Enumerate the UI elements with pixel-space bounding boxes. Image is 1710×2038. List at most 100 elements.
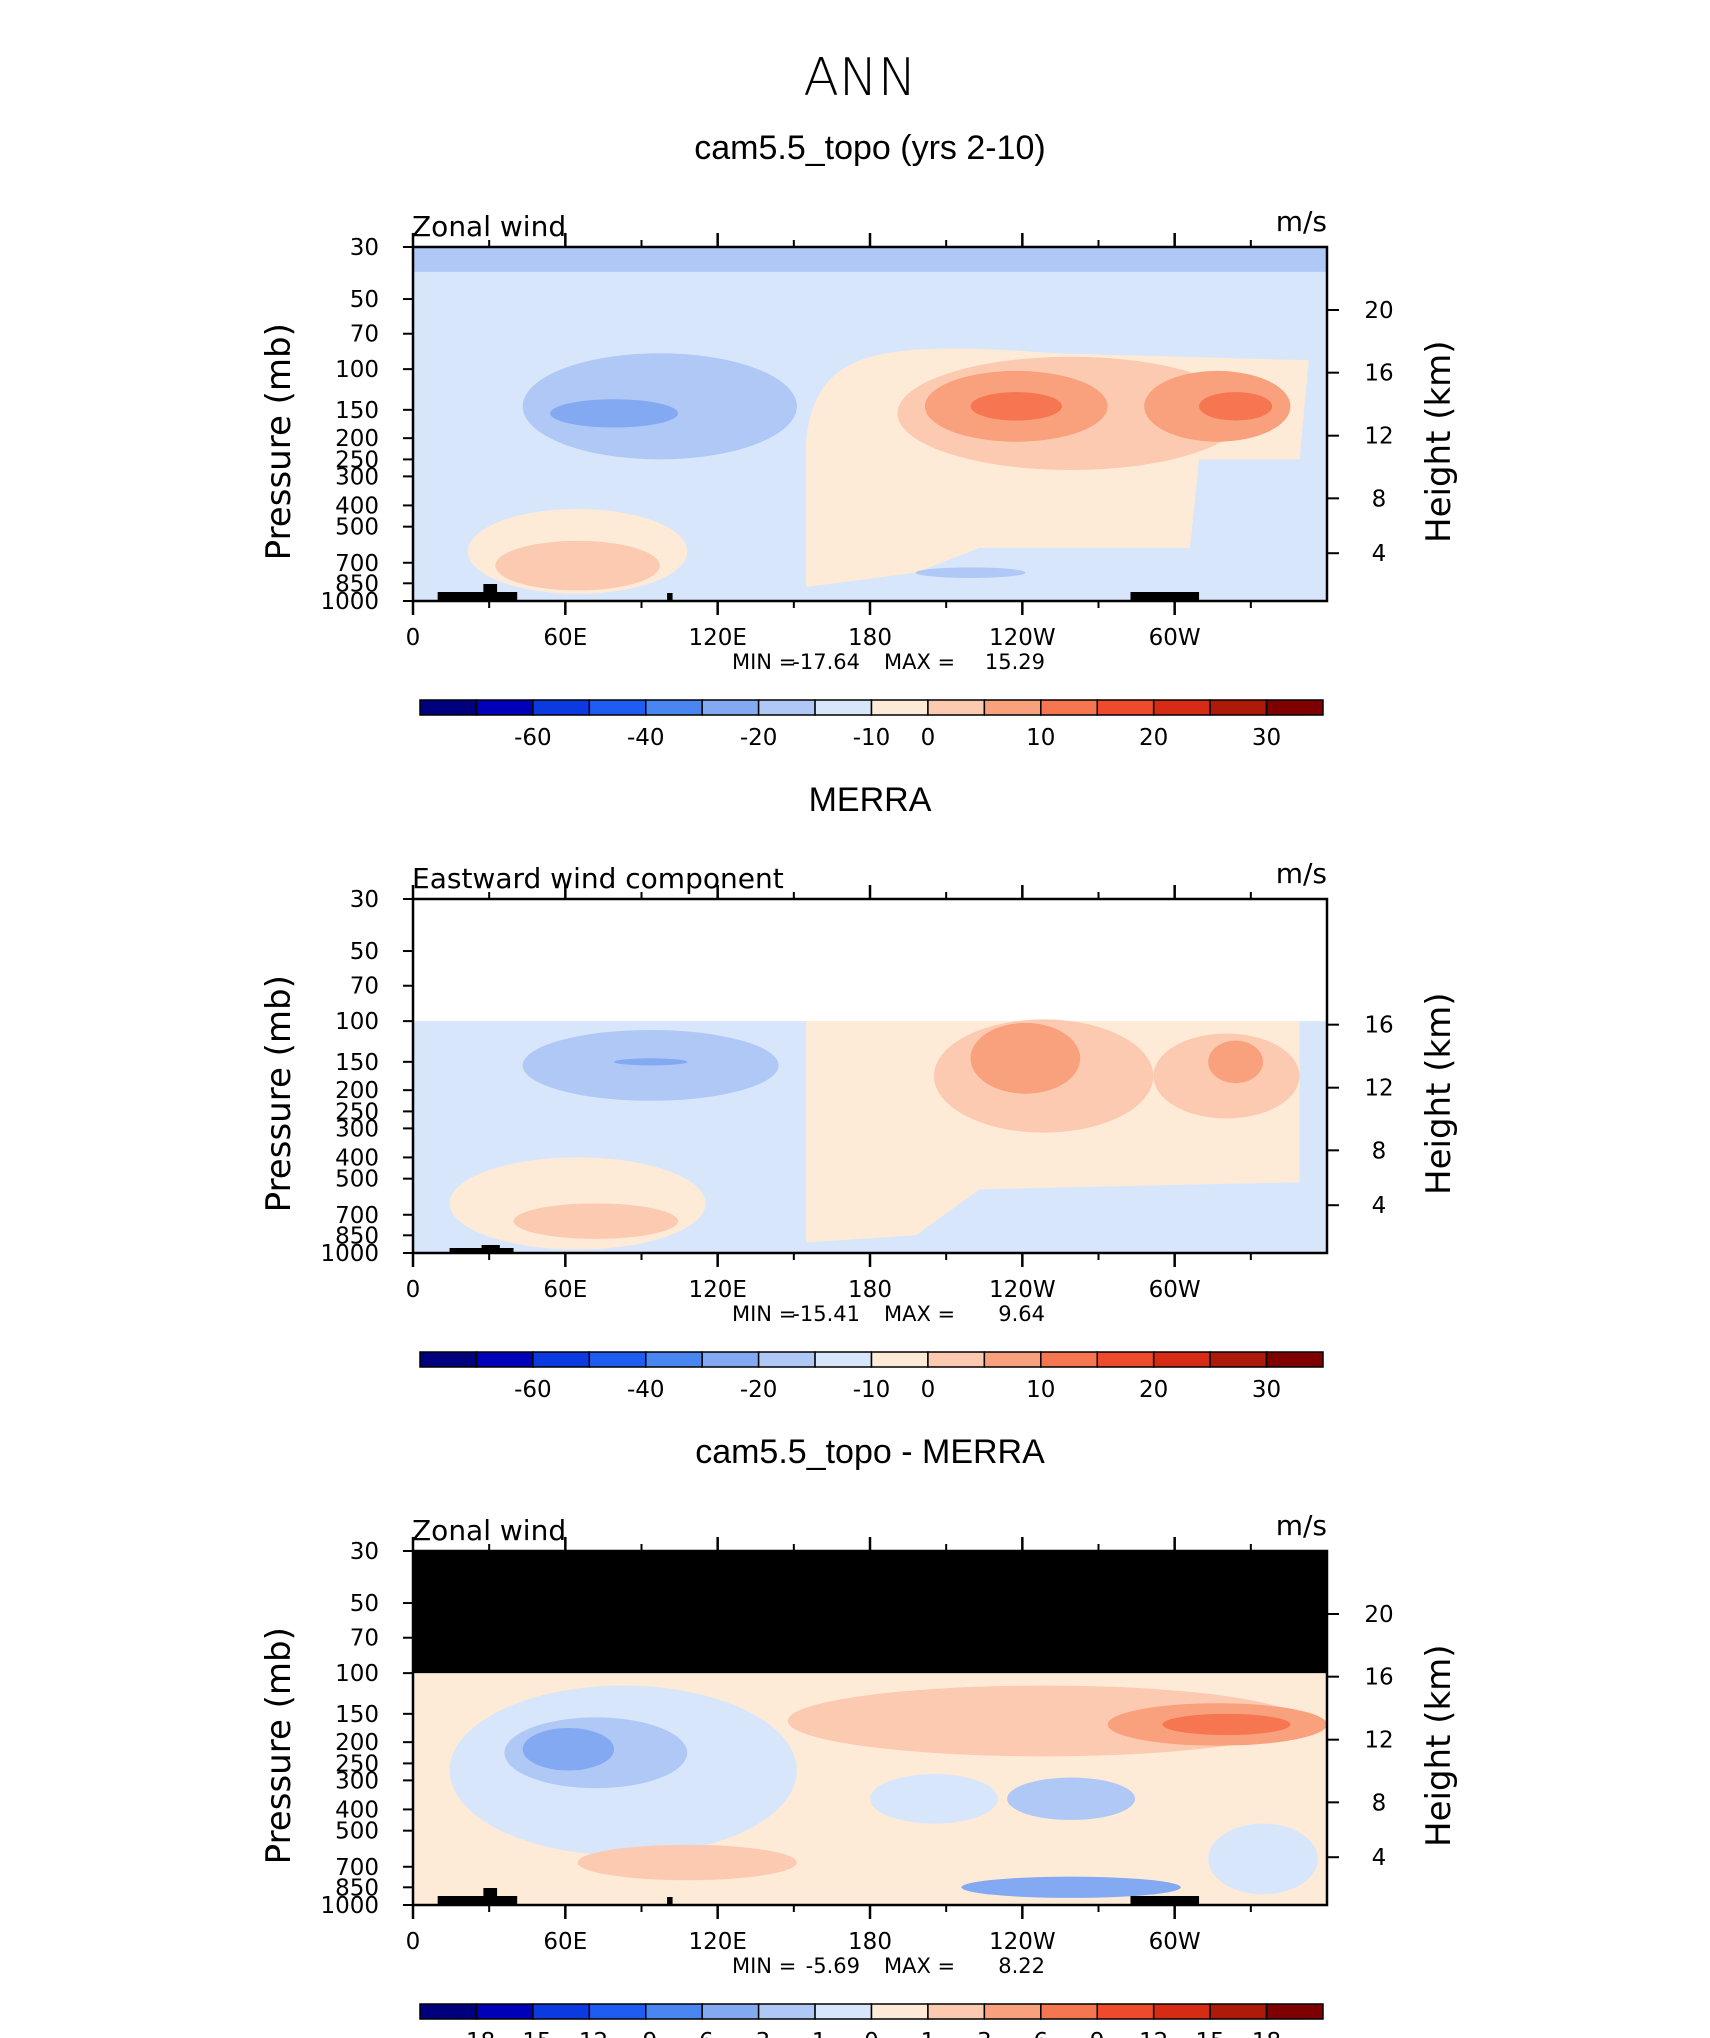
upper-band xyxy=(413,247,1327,272)
y-tick-label: 700 xyxy=(335,1855,379,1881)
colorbar-swatch xyxy=(701,699,760,716)
x-tick-label: 120W xyxy=(989,1929,1056,1955)
colorbar-label: 6 xyxy=(1033,2029,1048,2038)
easterly-core-outer xyxy=(522,1029,779,1101)
colorbar-label: -60 xyxy=(514,1377,552,1403)
colorbar-swatch xyxy=(1265,1351,1324,1368)
colorbar-label: 12 xyxy=(1139,2029,1168,2038)
westerly-core xyxy=(970,1022,1081,1094)
right-tick-label: 16 xyxy=(1364,361,1393,387)
y-tick-label: 100 xyxy=(335,1661,379,1687)
colorbar-swatch xyxy=(1265,2003,1324,2020)
y-tick-label: 300 xyxy=(335,1116,379,1142)
colorbar-label: 0 xyxy=(921,1377,936,1403)
right-tick-label: 4 xyxy=(1372,1193,1387,1219)
y-tick-label: 500 xyxy=(335,515,379,541)
colorbar-swatch xyxy=(1152,699,1211,716)
colorbar-swatch xyxy=(588,2003,647,2020)
max-label: MAX = xyxy=(884,1302,955,1326)
colorbar-swatch xyxy=(645,2003,703,2020)
colorbar-swatch xyxy=(927,1351,986,1368)
colorbar-swatch xyxy=(475,2003,534,2020)
x-tick-label: 60W xyxy=(1149,1929,1201,1955)
topography-small xyxy=(667,1897,673,1905)
x-tick-label: 120W xyxy=(989,1277,1056,1303)
x-tick-label: 0 xyxy=(406,1277,421,1303)
easterly-core xyxy=(614,1058,688,1066)
y-tick-label: 50 xyxy=(350,287,379,313)
page-title: ANN xyxy=(803,48,916,108)
min-label: MIN = xyxy=(732,1954,796,1978)
right-tick-label: 16 xyxy=(1364,1013,1393,1039)
panel-title: cam5.5_topo - MERRA xyxy=(695,1433,1045,1471)
colorbar-swatch xyxy=(870,2003,929,2020)
colorbar-swatch xyxy=(532,2003,591,2020)
max-value: 15.29 xyxy=(985,650,1045,674)
colorbar-label: -60 xyxy=(514,725,552,751)
colorbar-swatch xyxy=(1096,2003,1155,2020)
y-tick-label: 70 xyxy=(350,974,379,1000)
colorbar-swatch xyxy=(419,1351,478,1368)
topography-peak xyxy=(481,1245,500,1253)
panels-group: cam5.5_topo (yrs 2-10) Zonal wind m/s 0 60E 1… xyxy=(259,129,1459,2038)
units-label: m/s xyxy=(1276,205,1327,238)
y-axis-title: Pressure (mb) xyxy=(259,1627,299,1864)
colorbar-swatch xyxy=(870,1351,929,1368)
x-tick-label: 60W xyxy=(1149,1277,1201,1303)
colorbar-swatch xyxy=(1040,1351,1098,1368)
right-tick-label: 12 xyxy=(1364,1076,1393,1102)
colorbar-swatch xyxy=(701,2003,760,2020)
colorbar-label: 18 xyxy=(1252,2029,1281,2038)
units-label: m/s xyxy=(1276,857,1327,890)
min-value: -5.69 xyxy=(806,1954,860,1978)
colorbar-swatch xyxy=(588,1351,647,1368)
right-tick-label: 20 xyxy=(1364,298,1393,324)
right-tick-label: 4 xyxy=(1372,541,1387,567)
colorbar-swatch xyxy=(814,2003,873,2020)
topography-peak xyxy=(483,584,498,601)
x-tick-label: 120E xyxy=(688,625,746,651)
max-label: MAX = xyxy=(884,650,955,674)
colorbar-label: -15 xyxy=(514,2029,552,2038)
y-axis-title: Pressure (mb) xyxy=(259,323,299,560)
colorbar-label: 15 xyxy=(1195,2029,1224,2038)
y-tick-label: 1000 xyxy=(320,589,379,615)
y-tick-label: 700 xyxy=(335,1203,379,1229)
colorbar-swatch xyxy=(532,1351,591,1368)
right-axis-title: Height (km) xyxy=(1419,1644,1459,1847)
colorbar-swatch xyxy=(1096,699,1155,716)
min-label: MIN = xyxy=(732,650,796,674)
topography xyxy=(437,592,518,601)
colorbar-label: -20 xyxy=(740,1377,778,1403)
colorbar-swatch xyxy=(1209,1351,1268,1368)
negative-patch-2 xyxy=(1007,1777,1136,1821)
min-value: -17.64 xyxy=(792,650,860,674)
westerly-max-2 xyxy=(1199,392,1273,421)
right-tick-label: 20 xyxy=(1364,1602,1393,1628)
colorbar-swatch xyxy=(757,699,816,716)
y-tick-label: 400 xyxy=(335,493,379,519)
colorbar-label: -40 xyxy=(627,1377,665,1403)
x-tick-label: 180 xyxy=(848,1277,892,1303)
colorbar-swatch xyxy=(532,699,591,716)
colorbar-swatch xyxy=(1152,1351,1211,1368)
x-tick-label: 120W xyxy=(989,625,1056,651)
colorbar-label: 9 xyxy=(1090,2029,1105,2038)
y-tick-label: 70 xyxy=(350,1626,379,1652)
colorbar-swatch xyxy=(1040,2003,1098,2020)
missing-mask xyxy=(413,1551,1327,1674)
colorbar-label: -1 xyxy=(804,2029,827,2038)
right-tick-label: 16 xyxy=(1364,1665,1393,1691)
y-tick-label: 400 xyxy=(335,1797,379,1823)
y-tick-label: 200 xyxy=(335,426,379,452)
y-tick-label: 100 xyxy=(335,1009,379,1035)
right-tick-label: 12 xyxy=(1364,424,1393,450)
right-tick-label: 12 xyxy=(1364,1728,1393,1754)
colorbar-label: -3 xyxy=(747,2029,770,2038)
topography xyxy=(437,1896,518,1905)
panel-title: MERRA xyxy=(809,781,932,819)
colorbar-swatch xyxy=(645,1351,703,1368)
colorbar-label: -6 xyxy=(691,2029,714,2038)
topography-andes xyxy=(1130,592,1200,601)
